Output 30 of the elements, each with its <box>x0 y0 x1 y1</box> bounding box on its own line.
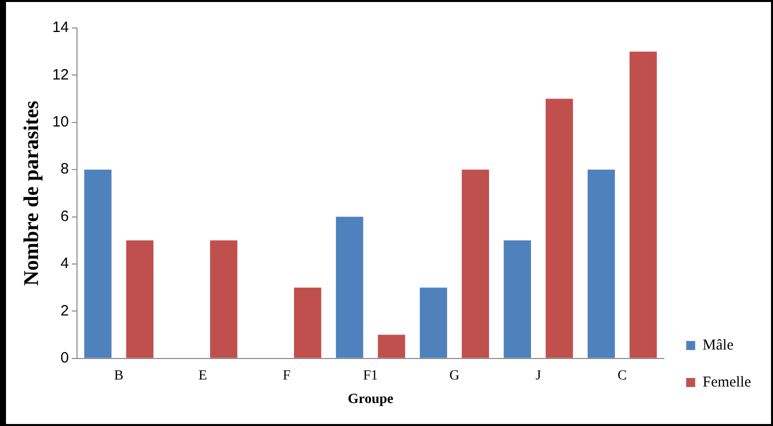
bar <box>588 170 615 358</box>
y-axis-title: Nombre de parasites <box>19 100 44 286</box>
y-tick-label: 4 <box>60 255 69 272</box>
y-tick-label: 8 <box>60 160 69 178</box>
x-tick-label: G <box>449 368 460 384</box>
bar <box>84 170 112 358</box>
y-tick-label: 0 <box>60 350 69 367</box>
y-tick-label: 2 <box>60 302 69 320</box>
bar <box>546 98 573 358</box>
x-tick-label: J <box>536 368 542 384</box>
bar <box>378 334 406 358</box>
bar <box>210 240 238 358</box>
x-tick-label: B <box>114 368 124 384</box>
bar <box>294 288 322 358</box>
bar <box>504 240 531 358</box>
bar <box>420 288 448 358</box>
x-tick-label: C <box>618 368 627 384</box>
y-tick-label: 14 <box>52 19 69 36</box>
y-tick-label: 10 <box>52 114 69 131</box>
y-tick-label: 12 <box>52 66 69 84</box>
bar <box>630 52 657 358</box>
bar <box>462 170 490 358</box>
y-tick-label: 6 <box>60 208 69 225</box>
x-tick-label: F <box>282 368 291 384</box>
bar <box>126 240 154 358</box>
bar <box>336 216 364 358</box>
x-axis-title: Groupe <box>348 392 394 408</box>
x-tick-label: E <box>198 368 208 384</box>
legend-label: Mâle <box>702 337 734 354</box>
x-tick-label: F1 <box>363 368 378 384</box>
